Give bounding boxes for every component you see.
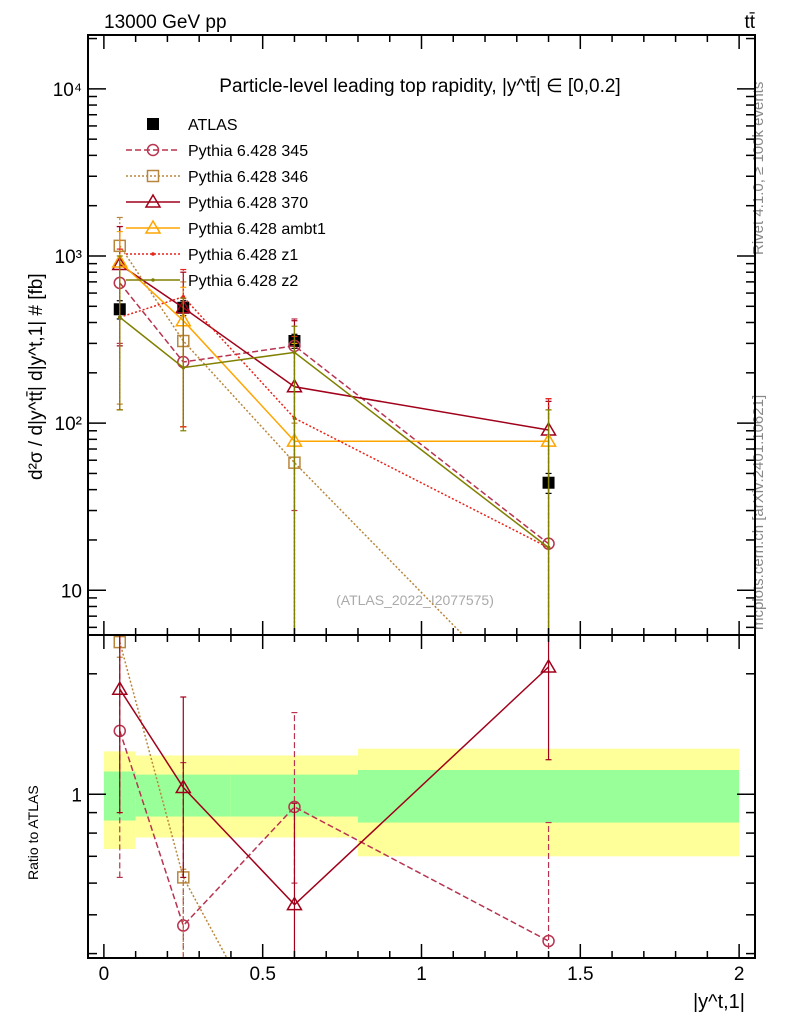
y-tick-label: 10⁴ [53, 80, 82, 101]
data-point [151, 252, 155, 256]
watermark: (ATLAS_2022_I2077575) [336, 592, 494, 608]
data-point [144, 193, 162, 208]
legend-item: Pythia 6.428 z2 [126, 273, 298, 290]
legend-label: Pythia 6.428 ambt1 [188, 221, 326, 238]
legend-label: Pythia 6.428 345 [188, 143, 308, 160]
y-tick-label: 10² [55, 414, 82, 435]
main-title: Particle-level leading top rapidity, |y^… [219, 76, 620, 97]
y-tick-label: 1 [71, 785, 82, 806]
data-point [147, 118, 159, 130]
legend-item: Pythia 6.428 ambt1 [126, 219, 326, 238]
data-point [546, 545, 551, 550]
stat-uncertainty-band [357, 770, 740, 823]
series-line [119, 295, 549, 549]
ratio-plot: 1 0 0.5 1 1.5 2 [71, 634, 756, 985]
plot-area [103, 635, 740, 958]
legend-label: ATLAS [188, 117, 238, 134]
plot-area [111, 216, 557, 635]
series-atlas [113, 300, 555, 494]
data-point [144, 219, 162, 234]
x-tick-label: 0 [99, 964, 110, 985]
legend-item: Pythia 6.428 345 [126, 143, 308, 160]
x-tick-label: 1.5 [567, 964, 593, 985]
series-pythia-6-428-370 [111, 635, 557, 958]
legend-label: Pythia 6.428 346 [188, 169, 308, 186]
legend-label: Pythia 6.428 z2 [188, 273, 298, 290]
x-tick-label: 0.5 [249, 964, 275, 985]
x-axis-label: |y^t,1| [693, 991, 745, 1013]
process-label: tt̄ [744, 12, 755, 33]
data-point [292, 350, 297, 355]
legend: ATLAS Pythia 6.428 345 Pythia 6.428 346 Pyt… [126, 117, 326, 290]
series-line [119, 730, 549, 942]
data-point [117, 315, 122, 320]
series-pythia-6-428-345 [113, 225, 555, 635]
series-line [119, 261, 549, 442]
series-line [119, 282, 549, 545]
y-tick-label: 10 [61, 581, 82, 602]
data-point [146, 143, 160, 157]
legend-item: Pythia 6.428 370 [126, 193, 308, 212]
legend-item: Pythia 6.428 346 [126, 169, 308, 186]
series-line [119, 263, 549, 431]
data-point [286, 896, 303, 911]
x-tick-label: 2 [734, 964, 745, 985]
main-ylabel: d²σ / d|y^tt̄| d|y^t,1| # [fb] [26, 273, 47, 480]
main-plot: 10 10² 10³ 10⁴ ATLAS Pythia 6.428 345 Pythia 6… [53, 34, 756, 636]
data-point [146, 169, 160, 183]
series-pythia-6-428-370 [111, 225, 557, 635]
series-line [119, 316, 549, 549]
y-tick-label: 10³ [55, 247, 82, 268]
data-point [181, 365, 186, 370]
legend-item: ATLAS [147, 117, 238, 134]
series-line [119, 666, 550, 906]
data-point [174, 778, 192, 794]
ratio-ylabel: Ratio to ATLAS [25, 785, 41, 880]
data-point [151, 278, 155, 282]
data-point [540, 658, 557, 673]
series-line [119, 641, 228, 958]
energy-label: 13000 GeV pp [104, 12, 227, 33]
x-tick-label: 1 [416, 964, 427, 985]
legend-label: Pythia 6.428 370 [188, 195, 308, 212]
series-pythia-6-428-z2 [116, 255, 552, 635]
data-point [111, 680, 129, 695]
series-pythia-6-428-ambt1 [111, 230, 557, 635]
series-line [119, 245, 464, 635]
rivet-label: Rivet 4.1.0, ≥ 100k events [750, 82, 767, 255]
legend-item: Pythia 6.428 z1 [126, 247, 298, 264]
legend-label: Pythia 6.428 z1 [188, 247, 298, 264]
data-point [542, 934, 555, 948]
